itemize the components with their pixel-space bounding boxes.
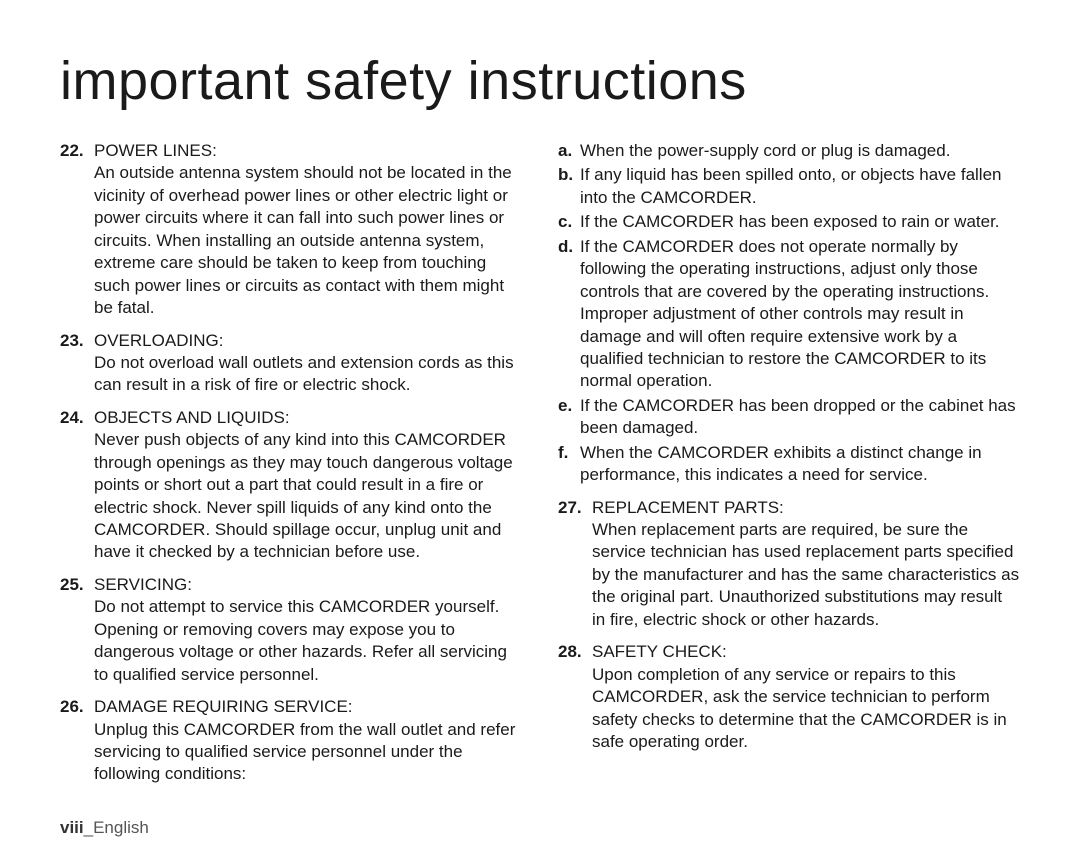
item-number: 23. (60, 330, 94, 397)
column-left: 22. POWER LINES: An outside antenna syst… (60, 140, 522, 796)
item-number: 25. (60, 574, 94, 686)
item-label: POWER LINES: (94, 140, 522, 162)
item-number: 22. (60, 140, 94, 320)
instruction-item: 23. OVERLOADING: Do not overload wall ou… (60, 330, 522, 397)
item-text: Do not attempt to service this CAMCORDER… (94, 597, 507, 683)
item-label: SERVICING: (94, 574, 522, 596)
item-body: SAFETY CHECK: Upon completion of any ser… (592, 641, 1020, 753)
item-text: When replacement parts are required, be … (592, 520, 1019, 629)
page-title: important safety instructions (60, 50, 1020, 112)
item-text: Unplug this CAMCORDER from the wall outl… (94, 720, 515, 784)
footer-sep: _ (84, 818, 93, 837)
sub-text: When the power-supply cord or plug is da… (580, 140, 1020, 162)
item-number: 24. (60, 407, 94, 564)
sub-text: If the CAMCORDER does not operate normal… (580, 236, 1020, 393)
instruction-item: 26. DAMAGE REQUIRING SERVICE: Unplug thi… (60, 696, 522, 786)
item-label: REPLACEMENT PARTS: (592, 497, 1020, 519)
sub-letter: a. (558, 140, 580, 162)
column-right: a. When the power-supply cord or plug is… (558, 140, 1020, 796)
content-columns: 22. POWER LINES: An outside antenna syst… (60, 140, 1020, 796)
sub-item: c. If the CAMCORDER has been exposed to … (558, 211, 1020, 233)
sub-item: f. When the CAMCORDER exhibits a distinc… (558, 442, 1020, 487)
item-number: 28. (558, 641, 592, 753)
item-body: SERVICING: Do not attempt to service thi… (94, 574, 522, 686)
item-number: 26. (60, 696, 94, 786)
item-label: OVERLOADING: (94, 330, 522, 352)
sub-item: e. If the CAMCORDER has been dropped or … (558, 395, 1020, 440)
instruction-item: 27. REPLACEMENT PARTS: When replacement … (558, 497, 1020, 632)
sub-item: a. When the power-supply cord or plug is… (558, 140, 1020, 162)
sub-text: If the CAMCORDER has been exposed to rai… (580, 211, 1020, 233)
instruction-item: 22. POWER LINES: An outside antenna syst… (60, 140, 522, 320)
sub-item: b. If any liquid has been spilled onto, … (558, 164, 1020, 209)
item-text: Do not overload wall outlets and extensi… (94, 353, 514, 394)
footer-language: English (93, 818, 149, 837)
sub-letter: e. (558, 395, 580, 440)
sub-text: If the CAMCORDER has been dropped or the… (580, 395, 1020, 440)
item-text: Upon completion of any service or repair… (592, 665, 1007, 751)
item-text: An outside antenna system should not be … (94, 163, 512, 317)
item-body: REPLACEMENT PARTS: When replacement part… (592, 497, 1020, 632)
item-body: DAMAGE REQUIRING SERVICE: Unplug this CA… (94, 696, 522, 786)
sub-letter: f. (558, 442, 580, 487)
page-footer: viii_English (60, 818, 149, 838)
item-label: DAMAGE REQUIRING SERVICE: (94, 696, 522, 718)
sub-text: If any liquid has been spilled onto, or … (580, 164, 1020, 209)
sub-list: a. When the power-supply cord or plug is… (558, 140, 1020, 487)
item-number: 27. (558, 497, 592, 632)
sub-letter: c. (558, 211, 580, 233)
item-body: OVERLOADING: Do not overload wall outlet… (94, 330, 522, 397)
sub-letter: b. (558, 164, 580, 209)
item-label: SAFETY CHECK: (592, 641, 1020, 663)
item-label: OBJECTS AND LIQUIDS: (94, 407, 522, 429)
page-number: viii (60, 818, 84, 837)
item-body: POWER LINES: An outside antenna system s… (94, 140, 522, 320)
item-text: Never push objects of any kind into this… (94, 430, 513, 561)
instruction-item: 28. SAFETY CHECK: Upon completion of any… (558, 641, 1020, 753)
instruction-item: 24. OBJECTS AND LIQUIDS: Never push obje… (60, 407, 522, 564)
sub-text: When the CAMCORDER exhibits a distinct c… (580, 442, 1020, 487)
sub-letter: d. (558, 236, 580, 393)
sub-item: d. If the CAMCORDER does not operate nor… (558, 236, 1020, 393)
page: important safety instructions 22. POWER … (0, 0, 1080, 866)
instruction-item: 25. SERVICING: Do not attempt to service… (60, 574, 522, 686)
item-body: OBJECTS AND LIQUIDS: Never push objects … (94, 407, 522, 564)
